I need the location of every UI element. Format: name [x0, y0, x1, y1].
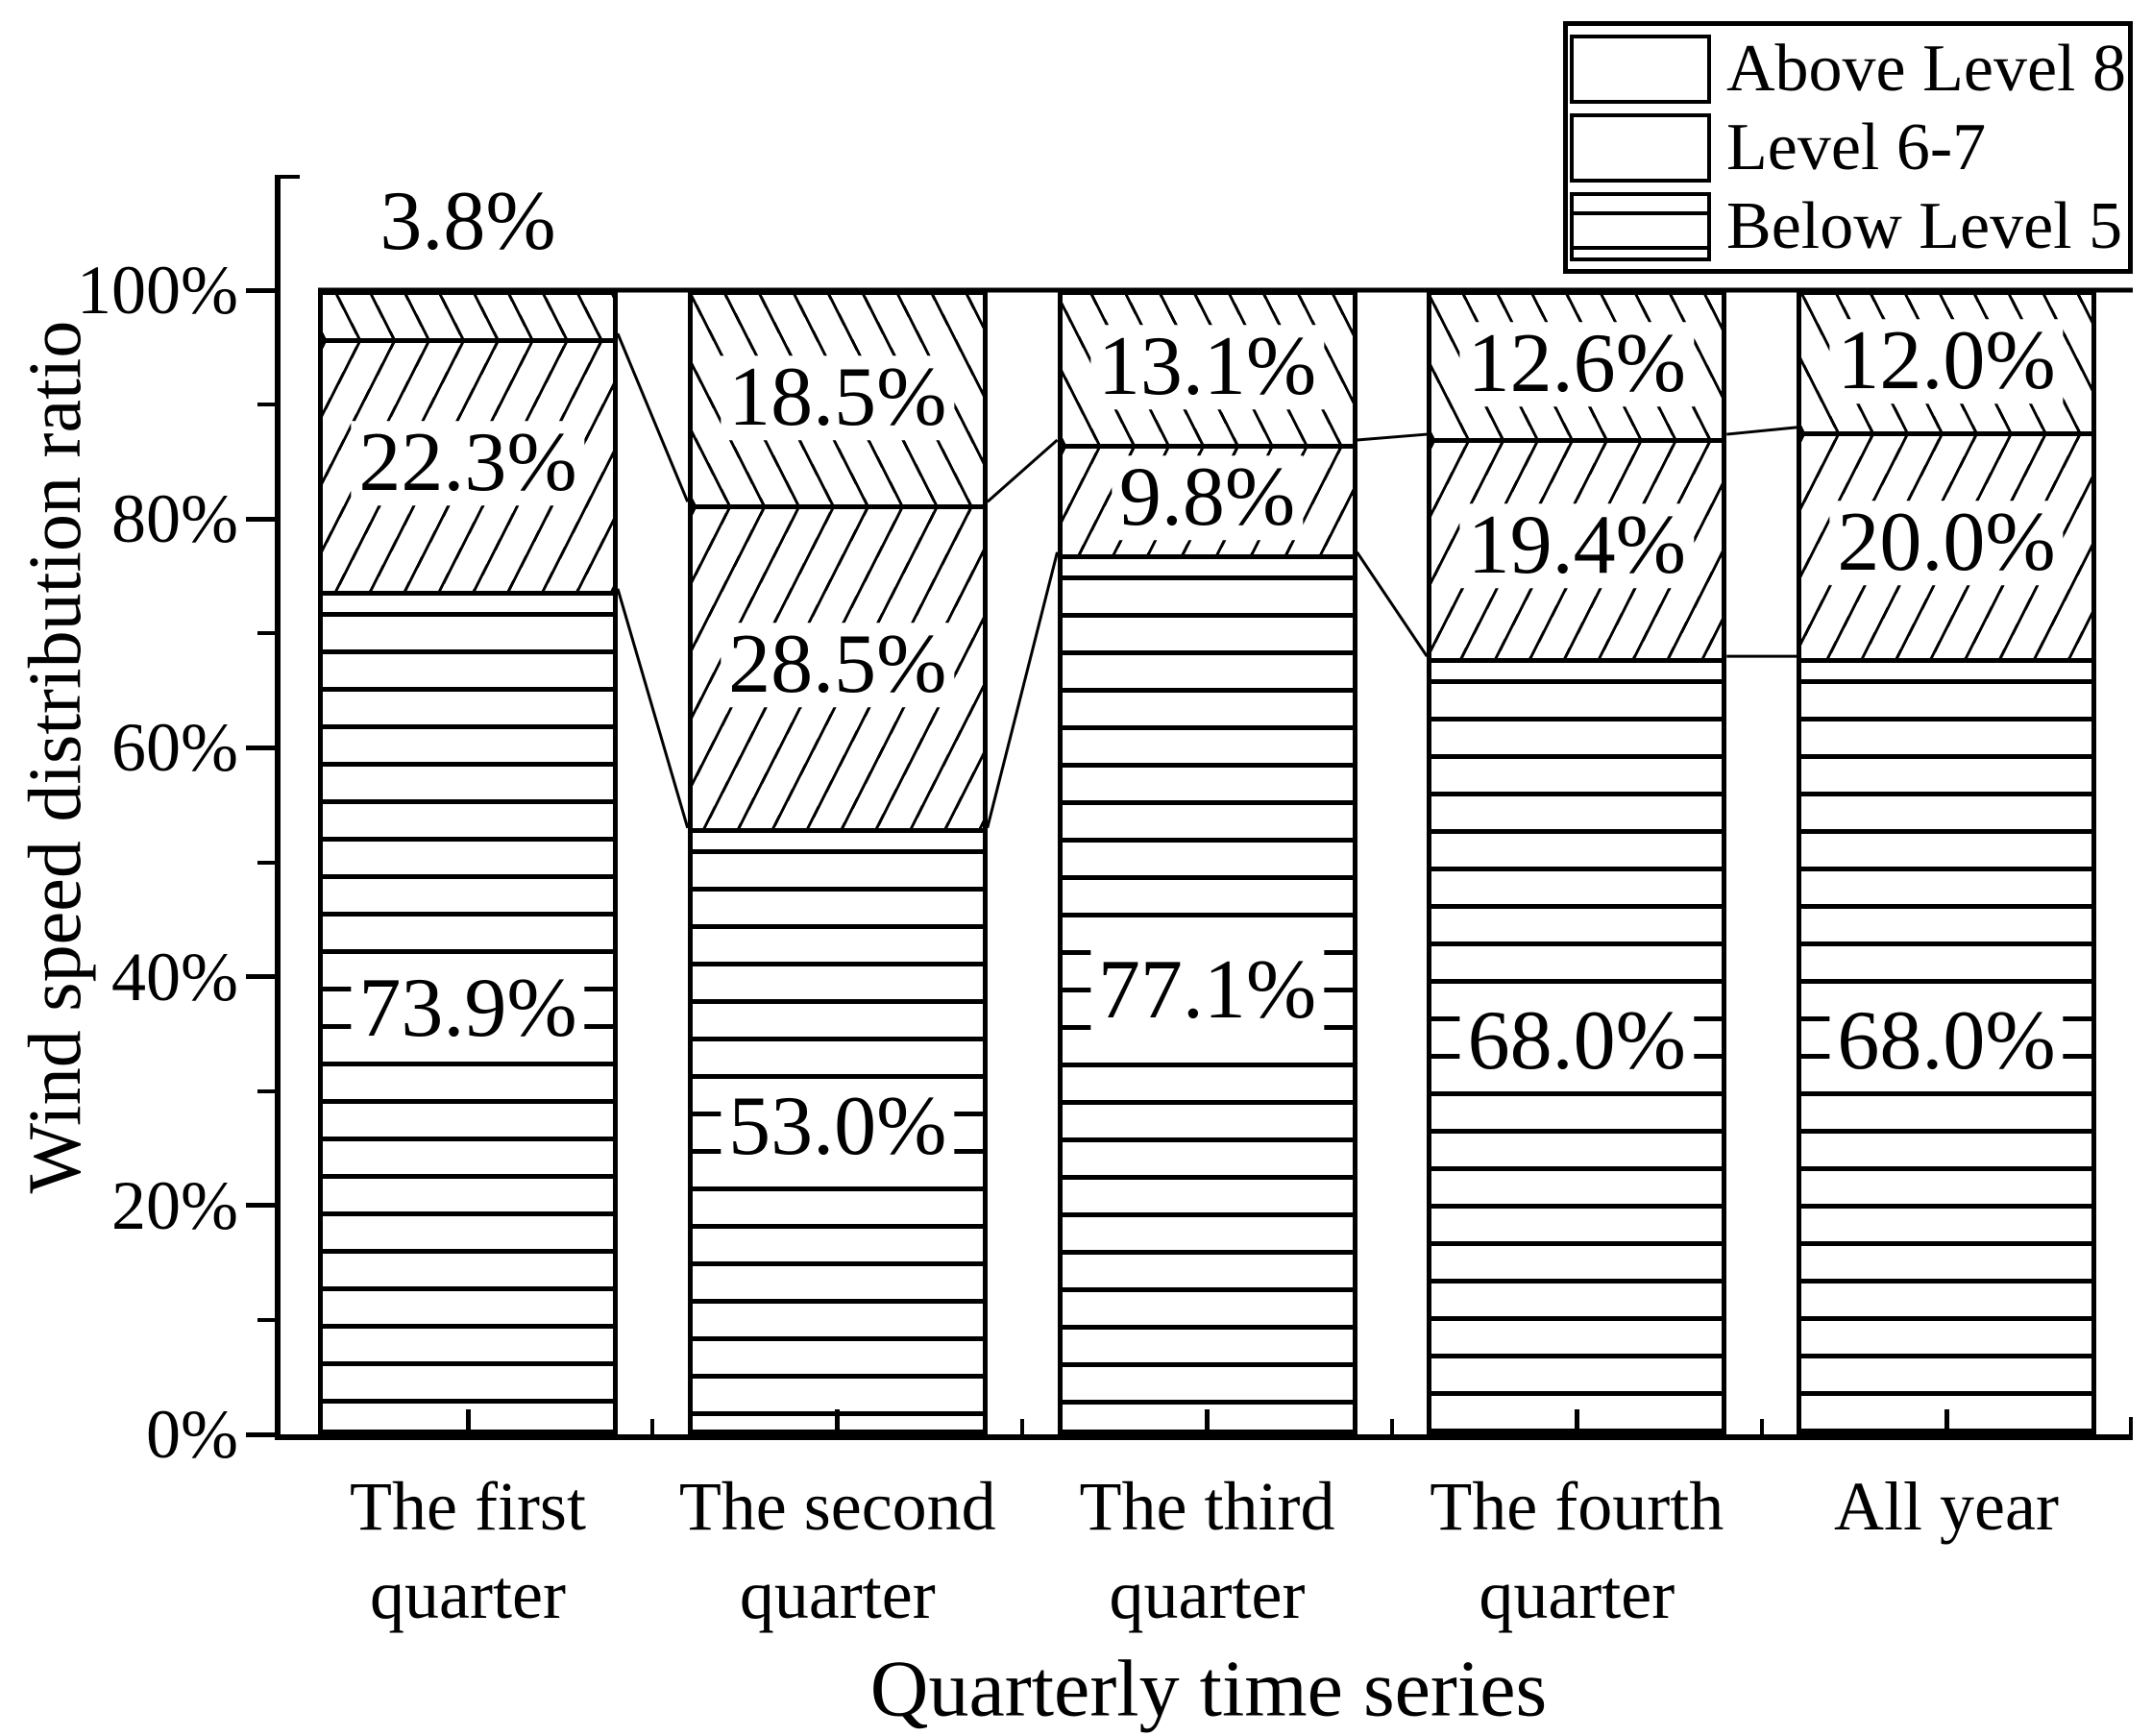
hlines-hatch-swatch [1570, 192, 1711, 261]
y-tick-label: 20% [111, 1166, 238, 1244]
data-label: 68.0% [1829, 999, 2064, 1085]
data-label: 12.6% [1459, 322, 1694, 407]
x-axis-title: Quarterly time series [869, 1644, 1548, 1734]
legend-label: Above Level 8 [1726, 32, 2126, 106]
x-category-label: The second quarter [678, 1468, 996, 1633]
y-minor-tick [257, 403, 275, 407]
legend-item: Level 6-7 [1570, 109, 2128, 187]
y-major-tick [246, 1203, 275, 1209]
x-category-label: All year [1834, 1468, 2059, 1545]
x-category-label: The third quarter [1079, 1468, 1335, 1633]
data-label: 22.3% [351, 420, 585, 505]
y-minor-tick [257, 1317, 275, 1322]
y-minor-tick [257, 860, 275, 865]
x-minor-tick [650, 1419, 655, 1434]
slash-hatch-swatch [1570, 113, 1711, 183]
x-category-label: The first quarter [350, 1468, 586, 1633]
y-tick-label: 100% [77, 252, 238, 329]
y-tick-label: 60% [111, 709, 238, 787]
y-axis-top-tick [281, 175, 300, 179]
y-major-tick [246, 287, 275, 293]
data-label: 73.9% [351, 966, 585, 1051]
data-label: 53.0% [721, 1085, 955, 1170]
data-label: 3.8% [372, 180, 564, 265]
x-end-tick [2129, 1417, 2133, 1434]
x-minor-tick [1020, 1419, 1025, 1434]
x-minor-tick [1389, 1419, 1394, 1434]
data-label: 19.4% [1459, 503, 1694, 589]
bar-4 [1427, 290, 1727, 1434]
y-minor-tick [257, 631, 275, 636]
data-label: 20.0% [1829, 501, 2064, 586]
x-major-tick [1944, 1409, 1949, 1434]
y-tick-label: 80% [111, 480, 238, 558]
x-major-tick [1574, 1409, 1579, 1434]
x-major-tick [835, 1409, 841, 1434]
y-major-tick [246, 974, 275, 980]
data-label: 68.0% [1459, 999, 1694, 1085]
x-major-tick [1205, 1409, 1210, 1434]
x-major-tick [465, 1409, 471, 1434]
segment-above-level-8 [323, 295, 613, 338]
bar-2 [687, 290, 988, 1434]
data-label: 28.5% [721, 623, 955, 708]
y-minor-tick [257, 1088, 275, 1093]
data-label: 77.1% [1089, 947, 1325, 1033]
y-major-tick [246, 1431, 275, 1437]
data-label: 13.1% [1089, 325, 1325, 410]
y-major-tick [246, 745, 275, 750]
data-label: 12.0% [1829, 319, 2064, 404]
y-tick-label: 40% [111, 938, 238, 1015]
x-minor-tick [1759, 1419, 1764, 1434]
data-label: 18.5% [721, 355, 955, 441]
bar-3 [1057, 290, 1357, 1434]
y-tick-label: 0% [146, 1396, 238, 1473]
legend-label: Below Level 5 [1726, 189, 2123, 263]
y-major-tick [246, 516, 275, 522]
bar-5 [1797, 290, 2096, 1434]
x-category-label: The fourth quarter [1430, 1468, 1724, 1633]
data-label: 9.8% [1111, 454, 1304, 540]
legend-item: Above Level 8 [1570, 30, 2128, 109]
backslash-hatch-swatch [1570, 35, 1711, 104]
legend-label: Level 6-7 [1726, 110, 1987, 184]
legend: Above Level 8 Level 6-7 Below Level 5 [1563, 21, 2133, 274]
legend-item: Below Level 5 [1570, 187, 2128, 266]
